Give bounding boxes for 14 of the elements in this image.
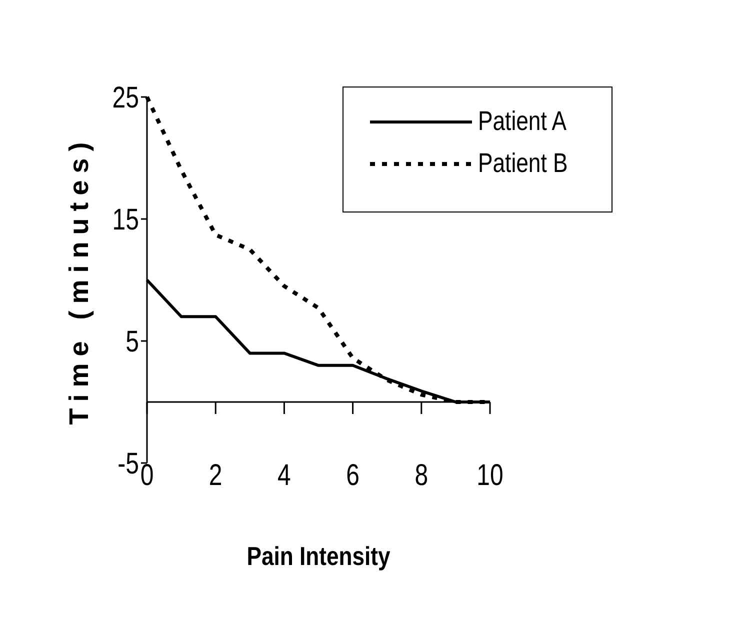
y-axis-title: Time (minutes)	[64, 135, 94, 425]
x-axis-title: Pain Intensity	[246, 542, 391, 572]
legend-label: Patient A	[478, 107, 568, 137]
x-tick-label: 6	[346, 457, 360, 492]
x-tick-label: 10	[476, 457, 504, 492]
y-tick-label: 5	[126, 324, 139, 358]
legend-label: Patient B	[478, 149, 568, 179]
x-tick-label: 4	[278, 457, 291, 492]
x-tick-label: 8	[414, 457, 428, 492]
x-tick-label: 2	[208, 457, 222, 492]
y-tick-label: 25	[112, 80, 139, 114]
x-tick-label: 0	[140, 457, 154, 492]
y-tick-label: 15	[112, 202, 139, 236]
y-tick-label: -5	[118, 446, 139, 480]
